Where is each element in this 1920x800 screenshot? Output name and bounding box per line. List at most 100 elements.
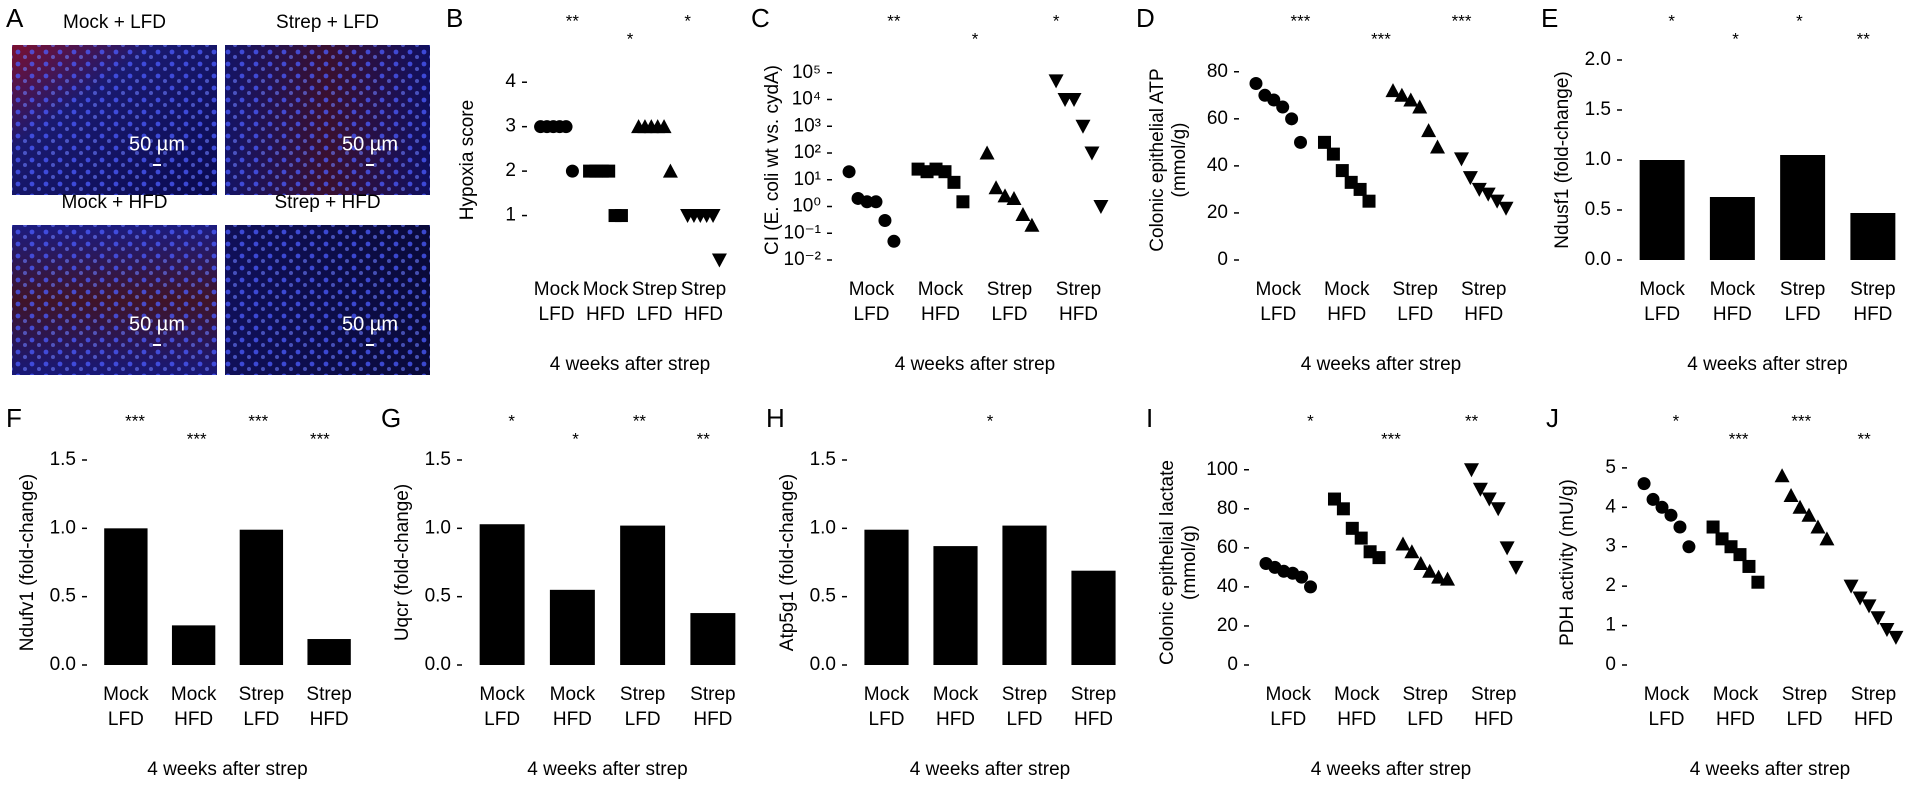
y-tick-label: 1 <box>505 205 516 226</box>
x-axis-label: 4 weeks after strep <box>527 759 688 780</box>
data-point <box>1276 100 1290 114</box>
data-point <box>1362 194 1376 208</box>
x-tick-label: HFD <box>1474 709 1513 730</box>
chart-panel: G Uqcr (fold-change) 0.0 0.5 1.0 1.5 Mock LFD Mo… <box>381 403 736 780</box>
x-tick-label: LFD <box>1007 709 1043 730</box>
x-tick-label: HFD <box>586 304 625 325</box>
bar <box>549 589 595 665</box>
x-tick-label: HFD <box>1716 709 1755 730</box>
y-tick-label: 0.0 <box>50 654 76 675</box>
data-point <box>1015 207 1031 222</box>
y-tick-label: 2.0 <box>1585 49 1611 70</box>
scale-label: 50 µm <box>342 133 398 155</box>
bar <box>1071 570 1116 665</box>
data-point <box>1480 187 1496 202</box>
x-tick-label: HFD <box>1464 304 1503 325</box>
x-tick-label: Mock <box>1324 279 1370 300</box>
micrograph-nuclei <box>12 45 217 195</box>
data-point <box>1490 502 1506 517</box>
micrograph-nuclei <box>225 45 430 195</box>
y-tick-label: 3 <box>1605 536 1616 557</box>
x-tick-label: LFD <box>108 709 144 730</box>
y-axis-label: Colonic epithelial ATP <box>1147 68 1168 251</box>
y-axis-label: Uqcr (fold-change) <box>392 484 413 641</box>
x-tick-label: LFD <box>539 304 575 325</box>
chart-panel: H Atp5g1 (fold-change) 0.0 0.5 1.0 1.5 Mock LFD… <box>766 403 1116 780</box>
data-point <box>1422 563 1438 578</box>
significance-annotation: *** <box>1729 429 1749 448</box>
data-point <box>1706 520 1720 534</box>
data-point <box>1345 521 1359 535</box>
x-tick-label: Mock <box>849 279 895 300</box>
panel-letter: G <box>381 403 401 433</box>
x-axis-label: 4 weeks after strep <box>895 354 1056 375</box>
x-tick-label: Mock <box>1334 684 1380 705</box>
data-point <box>1499 541 1515 556</box>
data-point <box>1508 560 1524 575</box>
significance-annotation: * <box>627 29 634 48</box>
x-tick-label: LFD <box>1649 709 1685 730</box>
data-point <box>1463 463 1479 478</box>
y-tick-label: 60 <box>1207 108 1228 129</box>
data-point <box>1440 571 1456 586</box>
y-tick-label: 0.0 <box>425 654 451 675</box>
x-tick-label: Mock <box>479 684 525 705</box>
data-point <box>956 195 970 209</box>
x-tick-label: Mock <box>1256 279 1302 300</box>
data-point <box>711 253 727 268</box>
x-tick-label: LFD <box>1785 304 1821 325</box>
significance-annotation: * <box>987 411 994 430</box>
x-tick-label: Strep <box>1851 684 1896 705</box>
y-axis-label: CI (E. coli wt vs. cydA) <box>762 65 783 255</box>
data-point <box>1395 536 1411 551</box>
y-tick-label: 4 <box>1605 496 1616 517</box>
data-point <box>662 163 678 178</box>
data-point <box>614 209 628 223</box>
x-tick-label: LFD <box>625 709 661 730</box>
data-point <box>1646 492 1660 506</box>
panel-letter: F <box>6 403 22 433</box>
data-point <box>887 234 901 248</box>
data-point <box>1733 548 1747 562</box>
data-point <box>1394 87 1410 102</box>
bar <box>864 529 909 665</box>
data-point <box>1472 482 1488 497</box>
y-tick-label: 1.5 <box>425 449 451 470</box>
chart-panel: I Colonic epithelial lactate (mmol/g) 0 20 40… <box>1146 403 1524 780</box>
data-point <box>602 164 616 178</box>
panel-letter: B <box>446 3 463 33</box>
data-point <box>997 188 1013 203</box>
data-point <box>1498 201 1514 216</box>
bar <box>933 546 978 665</box>
data-point <box>1673 520 1687 534</box>
x-tick-label: Mock <box>1639 279 1685 300</box>
y-tick-label: 0.5 <box>425 586 451 607</box>
x-axis-label: 4 weeks after strep <box>550 354 711 375</box>
significance-annotation: *** <box>1381 429 1401 448</box>
y-tick-label: 1.0 <box>425 517 451 538</box>
significance-annotation: * <box>1668 11 1675 30</box>
image-caption: Strep + LFD <box>276 12 379 33</box>
panel-letter: H <box>766 403 785 433</box>
y-tick-label: 20 <box>1217 615 1238 636</box>
data-point <box>1385 83 1401 98</box>
x-tick-label: Strep <box>987 279 1032 300</box>
bar <box>1780 155 1826 260</box>
data-point <box>1327 492 1341 506</box>
x-tick-label: Strep <box>1850 279 1895 300</box>
x-tick-label: Strep <box>239 684 284 705</box>
data-point <box>1353 182 1367 196</box>
significance-annotation: ** <box>697 429 711 448</box>
y-tick-label: 1.5 <box>810 449 836 470</box>
x-tick-label: Strep <box>306 684 351 705</box>
y-axis-label: (mmol/g) <box>1169 123 1190 198</box>
x-axis-label: 4 weeks after strep <box>910 759 1071 780</box>
y-axis-label: Hypoxia score <box>457 100 478 220</box>
x-tick-label: HFD <box>1059 304 1098 325</box>
panel-letter: A <box>6 3 24 33</box>
data-point <box>1431 569 1447 584</box>
x-tick-label: HFD <box>936 709 975 730</box>
chart-panel: C CI (E. coli wt vs. cydA)10⁻² 10⁻¹ 10⁰ 10¹ 1… <box>751 3 1109 375</box>
y-tick-label: 10⁰ <box>792 196 821 217</box>
bar <box>620 525 666 665</box>
